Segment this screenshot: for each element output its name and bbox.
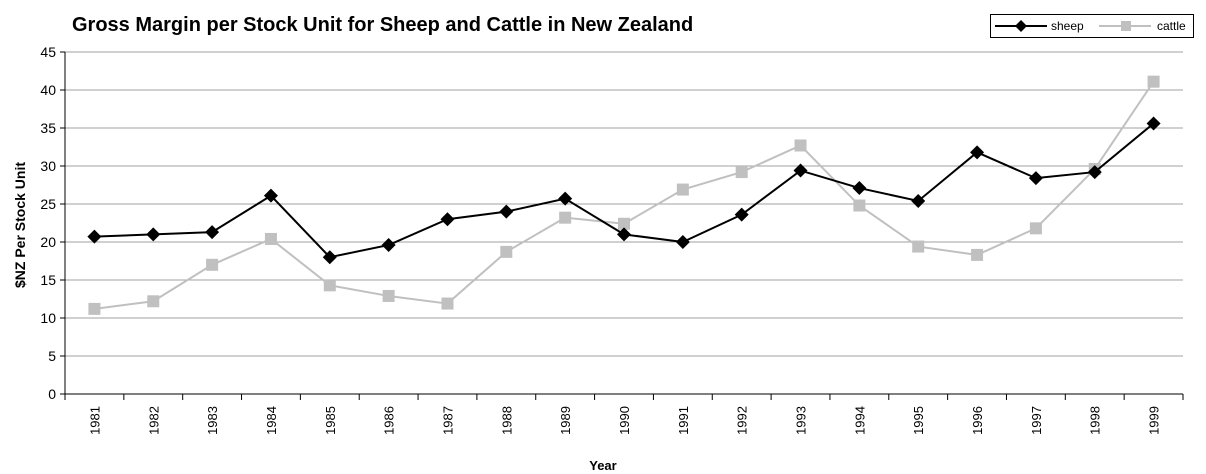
x-tick-label: 1997 [1029, 406, 1044, 435]
point-sheep [911, 193, 926, 208]
x-tick-label: 1989 [558, 406, 573, 435]
y-tick-label: 30 [40, 158, 56, 174]
point-cattle [912, 240, 925, 253]
point-cattle [794, 139, 807, 152]
point-cattle [559, 211, 572, 224]
point-sheep [499, 204, 514, 219]
point-sheep [381, 238, 396, 253]
x-tick-label: 1999 [1147, 406, 1162, 435]
x-tick-label: 1981 [87, 406, 102, 435]
x-tick-label: 1987 [440, 406, 455, 435]
point-cattle [676, 183, 689, 196]
point-cattle [500, 245, 513, 258]
point-cattle [88, 302, 101, 315]
y-tick-label: 35 [40, 120, 56, 136]
legend-label-sheep: sheep [1051, 19, 1084, 33]
x-tick-label: 1983 [205, 406, 220, 435]
point-sheep [1028, 171, 1043, 186]
point-cattle [735, 166, 748, 179]
point-sheep [1087, 165, 1102, 180]
point-sheep [322, 250, 337, 265]
x-tick-label: 1992 [735, 406, 750, 435]
point-sheep [734, 207, 749, 222]
point-sheep [793, 163, 808, 178]
point-cattle [206, 258, 219, 271]
point-sheep [146, 227, 161, 242]
legend-item-cattle: cattle [1095, 15, 1195, 37]
x-tick-label: 1993 [794, 406, 809, 435]
point-cattle [441, 297, 454, 310]
point-sheep [558, 191, 573, 206]
y-tick-label: 20 [40, 234, 56, 250]
x-axis-title: Year [589, 458, 617, 473]
legend-label-cattle: cattle [1157, 19, 1186, 33]
x-tick-label: 1988 [499, 406, 514, 435]
point-cattle [1029, 222, 1042, 235]
point-cattle [971, 248, 984, 261]
point-sheep [205, 225, 220, 240]
x-tick-label: 1995 [911, 406, 926, 435]
point-sheep [440, 212, 455, 227]
point-sheep [263, 188, 278, 203]
point-cattle [264, 232, 277, 245]
x-tick-label: 1984 [264, 406, 279, 435]
point-cattle [147, 295, 160, 308]
point-sheep [87, 229, 102, 244]
point-cattle [618, 217, 630, 230]
y-tick-label: 10 [40, 310, 56, 326]
x-tick-label: 1991 [676, 406, 691, 435]
point-cattle [1147, 75, 1160, 88]
point-cattle [323, 279, 336, 292]
point-sheep [617, 227, 631, 242]
series-line-cattle [94, 81, 1155, 310]
x-tick-label: 1996 [970, 406, 985, 435]
point-sheep [970, 145, 985, 160]
x-tick-label: 1998 [1088, 406, 1103, 435]
chart-title: Gross Margin per Stock Unit for Sheep an… [72, 14, 694, 36]
x-tick-label: 1994 [852, 406, 867, 435]
y-tick-label: 45 [40, 44, 56, 60]
x-tick-label: 1985 [323, 406, 338, 435]
x-tick-label: 1990 [617, 406, 632, 435]
legend-swatch-cattle [1099, 21, 1151, 31]
x-tick-label: 1982 [146, 406, 161, 435]
y-tick-label: 5 [48, 348, 56, 364]
point-sheep [1146, 116, 1161, 131]
point-cattle [853, 199, 866, 212]
point-sheep [852, 181, 867, 196]
x-tick-label: 1986 [382, 406, 397, 435]
y-tick-label: 25 [40, 196, 56, 212]
legend-item-sheep: sheep [991, 15, 1091, 37]
point-sheep [675, 235, 690, 249]
y-tick-label: 0 [48, 386, 56, 402]
legend: sheep cattle [990, 14, 1194, 38]
point-cattle [382, 289, 395, 302]
y-tick-label: 15 [40, 272, 56, 288]
y-tick-label: 40 [40, 82, 56, 98]
legend-swatch-sheep [995, 20, 1047, 32]
